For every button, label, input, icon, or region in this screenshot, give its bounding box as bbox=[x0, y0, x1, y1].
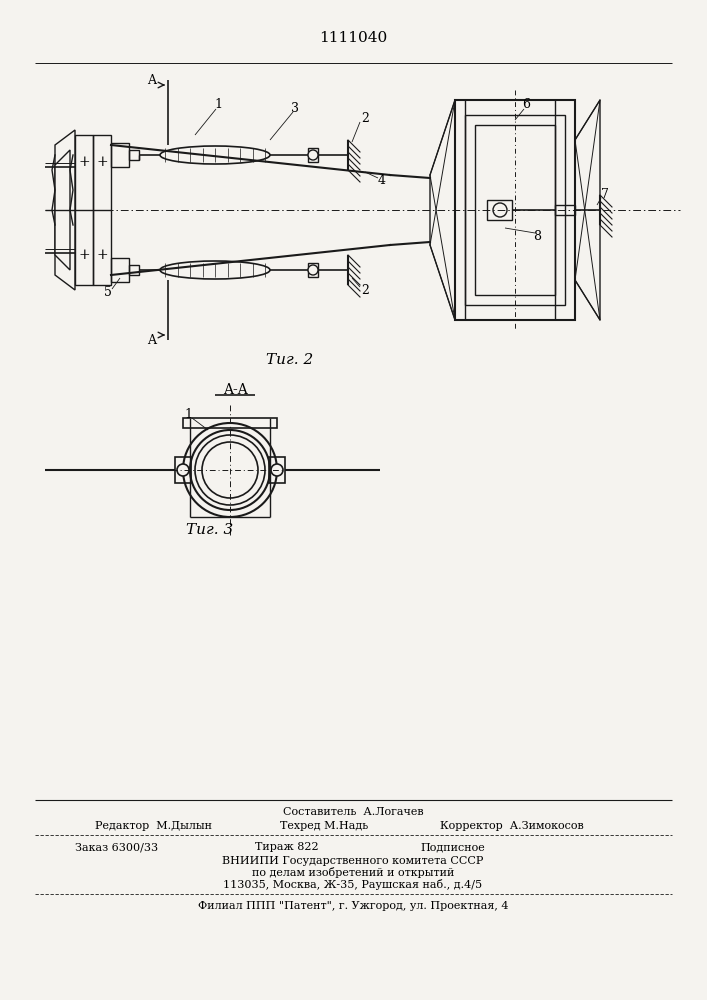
Text: Редактор  М.Дылын: Редактор М.Дылын bbox=[95, 821, 212, 831]
Text: Корректор  А.Зимокосов: Корректор А.Зимокосов bbox=[440, 821, 584, 831]
Text: Тираж 822: Тираж 822 bbox=[255, 842, 319, 852]
Text: 6: 6 bbox=[522, 99, 530, 111]
Text: 3: 3 bbox=[291, 102, 299, 114]
Text: +: + bbox=[78, 155, 90, 169]
Text: Техред М.Надь: Техред М.Надь bbox=[280, 821, 368, 831]
Text: ВНИИПИ Государственного комитета СССР: ВНИИПИ Государственного комитета СССР bbox=[222, 856, 484, 866]
Circle shape bbox=[493, 203, 507, 217]
Text: 2: 2 bbox=[361, 284, 369, 296]
Bar bbox=[129, 265, 139, 275]
Circle shape bbox=[308, 150, 318, 160]
Text: 1: 1 bbox=[184, 408, 192, 422]
Circle shape bbox=[271, 464, 283, 476]
Ellipse shape bbox=[160, 261, 270, 279]
Bar bbox=[487, 200, 512, 220]
Text: 8: 8 bbox=[533, 231, 541, 243]
Bar bbox=[75, 135, 93, 285]
Text: +: + bbox=[96, 248, 107, 262]
Bar bbox=[269, 457, 285, 483]
Bar bbox=[455, 100, 575, 320]
Text: A: A bbox=[148, 74, 156, 87]
Bar bbox=[129, 150, 139, 160]
Text: Τиг. 2: Τиг. 2 bbox=[267, 353, 314, 367]
Text: 7: 7 bbox=[601, 188, 609, 202]
Bar bbox=[175, 457, 191, 483]
Text: 2: 2 bbox=[361, 111, 369, 124]
Circle shape bbox=[177, 464, 189, 476]
Bar bbox=[475, 125, 555, 295]
Bar bbox=[183, 418, 277, 428]
Text: Составитель  А.Логачев: Составитель А.Логачев bbox=[283, 807, 423, 817]
Text: Τиг. 3: Τиг. 3 bbox=[187, 523, 233, 537]
Text: +: + bbox=[96, 155, 107, 169]
Ellipse shape bbox=[160, 146, 270, 164]
Polygon shape bbox=[55, 150, 70, 270]
Text: 5: 5 bbox=[104, 286, 112, 298]
Text: +: + bbox=[78, 248, 90, 262]
Text: A: A bbox=[148, 334, 156, 347]
Text: 1111040: 1111040 bbox=[319, 31, 387, 45]
Bar bbox=[555, 205, 575, 215]
Circle shape bbox=[202, 442, 258, 498]
Bar bbox=[111, 258, 129, 282]
Bar bbox=[111, 143, 129, 167]
Bar bbox=[308, 263, 318, 277]
Bar bbox=[465, 115, 565, 305]
Text: 1: 1 bbox=[214, 99, 222, 111]
Text: 113035, Москва, Ж-35, Раушская наб., д.4/5: 113035, Москва, Ж-35, Раушская наб., д.4… bbox=[223, 880, 483, 890]
Text: Филиал ППП "Патент", г. Ужгород, ул. Проектная, 4: Филиал ППП "Патент", г. Ужгород, ул. Про… bbox=[198, 901, 508, 911]
Bar bbox=[308, 148, 318, 162]
Circle shape bbox=[308, 265, 318, 275]
Text: A-A: A-A bbox=[223, 383, 247, 397]
Text: Заказ 6300/33: Заказ 6300/33 bbox=[75, 842, 158, 852]
Text: Подписное: Подписное bbox=[420, 842, 485, 852]
Bar bbox=[93, 135, 111, 285]
Text: 4: 4 bbox=[378, 174, 386, 186]
Text: по делам изобретений и открытий: по делам изобретений и открытий bbox=[252, 867, 454, 879]
